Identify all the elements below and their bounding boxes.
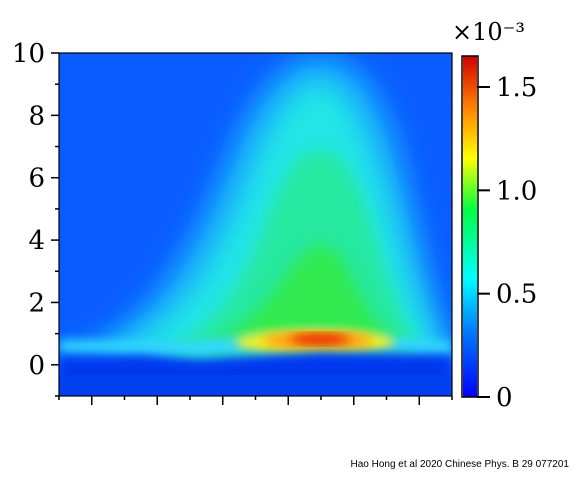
- y-tick-label: 6: [28, 164, 45, 194]
- colorbar-frame: [461, 55, 479, 398]
- y-tick-label: 8: [28, 101, 45, 131]
- heatmap-core: [200, 245, 410, 348]
- heatmap-bottom: [59, 375, 452, 396]
- y-axis: 0 2 4 6 8 10: [12, 39, 59, 397]
- colorbar-ticks: 0 0.5 1.0 1.5: [477, 73, 537, 413]
- heatmap-area: [59, 53, 452, 396]
- colorbar-tick-label: 0: [496, 383, 513, 413]
- y-tick-label: 10: [12, 39, 45, 69]
- y-tick-label: 2: [28, 288, 45, 318]
- y-tick-label: 0: [28, 351, 45, 381]
- colorbar: 0 0.5 1.0 1.5 ×10⁻³: [452, 18, 537, 413]
- colorbar-tick-label: 0.5: [496, 280, 537, 310]
- colorbar-tick-label: 1.0: [496, 176, 537, 206]
- x-axis: [58, 396, 453, 405]
- colorbar-exponent: ×10⁻³: [452, 18, 525, 46]
- colorbar-gradient: [463, 56, 477, 397]
- credit-text: Hao Hong et al 2020 Chinese Phys. B 29 0…: [350, 459, 570, 470]
- colorbar-tick-label: 1.5: [496, 73, 537, 103]
- heatmap-peak-red: [290, 334, 350, 344]
- y-tick-label: 4: [28, 226, 45, 256]
